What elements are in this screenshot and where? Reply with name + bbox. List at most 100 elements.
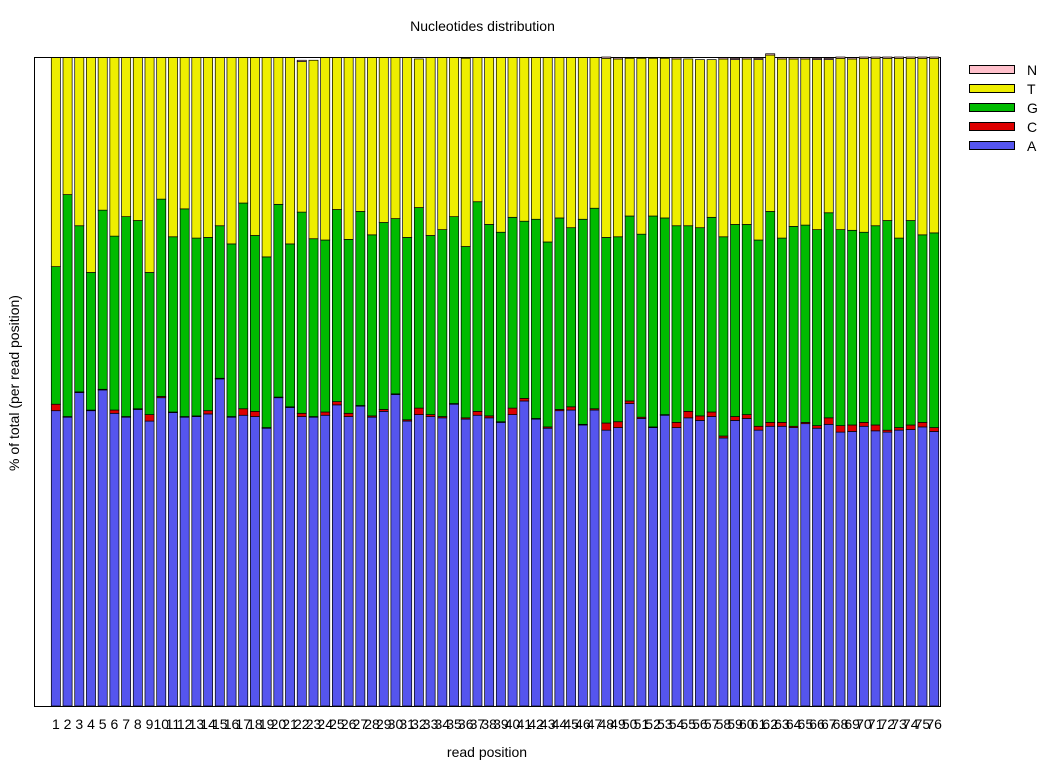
x-tick-label-74: 74 [903, 716, 919, 732]
bar-segment-g-pos-74 [905, 220, 916, 426]
bar-segment-g-pos-35 [449, 216, 459, 404]
bar-segment-t-pos-53 [659, 57, 670, 219]
x-tick-label-42: 42 [528, 716, 544, 732]
bar-segment-a-pos-55 [683, 417, 694, 707]
bar-segment-c-pos-45 [566, 406, 577, 411]
bar-segment-t-pos-76 [929, 57, 940, 234]
x-tick-label-69: 69 [844, 716, 860, 732]
x-tick-label-67: 67 [821, 716, 837, 732]
x-tick-label-7: 7 [122, 716, 130, 732]
bar-segment-a-pos-23 [308, 416, 319, 707]
bar-segment-t-pos-32 [413, 58, 424, 208]
bar-segment-a-pos-3 [74, 392, 85, 707]
bar-segment-a-pos-49 [613, 427, 623, 707]
bar-segment-c-pos-6 [109, 409, 120, 414]
bar-segment-a-pos-76 [929, 431, 940, 707]
bar-segment-n-pos-59 [730, 57, 740, 60]
bar-segment-g-pos-56 [695, 227, 705, 417]
bar-segment-t-pos-64 [788, 58, 799, 227]
legend-label-n: N [1027, 61, 1038, 78]
bar-segment-a-pos-68 [835, 431, 846, 707]
x-tick-label-29: 29 [376, 716, 392, 732]
bar-segment-t-pos-5 [97, 57, 108, 211]
bar-segment-a-pos-16 [226, 416, 237, 707]
bar-segment-c-pos-60 [741, 414, 752, 419]
x-tick-label-14: 14 [200, 716, 216, 732]
bar-segment-a-pos-10 [156, 397, 167, 707]
bar-segment-a-pos-4 [86, 410, 96, 707]
x-tick-label-57: 57 [704, 716, 720, 732]
x-tick-label-63: 63 [774, 716, 790, 732]
x-tick-label-76: 76 [926, 716, 942, 732]
bar-segment-g-pos-1 [50, 266, 61, 405]
bar-segment-a-pos-54 [671, 427, 682, 707]
x-tick-label-52: 52 [645, 716, 661, 732]
bar-segment-a-pos-28 [367, 416, 377, 707]
legend-item-n: N [969, 60, 1038, 79]
bar-segment-g-pos-39 [495, 231, 506, 423]
bar-segment-t-pos-23 [308, 59, 319, 240]
bar-segment-t-pos-7 [121, 57, 132, 218]
bar-segment-a-pos-50 [624, 403, 635, 707]
bar-segment-c-pos-76 [929, 427, 940, 432]
bar-segment-n-pos-48 [601, 56, 612, 59]
bar-segment-g-pos-75 [917, 234, 928, 423]
bar-segment-a-pos-43 [542, 427, 553, 707]
bar-segment-n-pos-66 [812, 57, 822, 60]
bar-segment-t-pos-28 [367, 57, 377, 236]
chart-title: Nucleotides distribution [410, 18, 555, 34]
bar-segment-c-pos-67 [823, 417, 834, 425]
x-tick-label-26: 26 [341, 716, 357, 732]
bar-segment-a-pos-31 [402, 420, 413, 707]
bar-segment-t-pos-75 [917, 57, 928, 236]
x-tick-label-34: 34 [435, 716, 451, 732]
x-tick-label-13: 13 [189, 716, 205, 732]
bar-segment-g-pos-8 [132, 220, 143, 410]
x-axis-label: read position [446, 744, 528, 760]
bar-segment-t-pos-68 [835, 57, 846, 230]
bar-segment-c-pos-14 [203, 410, 214, 415]
bar-segment-g-pos-58 [718, 236, 729, 437]
bar-segment-a-pos-13 [191, 416, 202, 707]
bar-segment-c-pos-57 [706, 411, 717, 417]
bar-segment-n-pos-22 [296, 59, 307, 62]
x-tick-label-38: 38 [481, 716, 497, 732]
bar-segment-a-pos-75 [917, 426, 928, 707]
legend-label-a: A [1027, 137, 1037, 154]
bar-segment-n-pos-76 [929, 56, 940, 59]
bar-segment-g-pos-70 [858, 231, 869, 423]
x-tick-label-54: 54 [669, 716, 685, 732]
bar-segment-a-pos-33 [425, 416, 436, 707]
x-tick-label-66: 66 [809, 716, 825, 732]
bar-segment-g-pos-72 [882, 220, 893, 431]
bar-segment-a-pos-29 [378, 411, 389, 707]
x-tick-label-20: 20 [271, 716, 287, 732]
bar-segment-n-pos-68 [835, 56, 846, 59]
bar-segment-a-pos-32 [413, 414, 424, 707]
bar-segment-c-pos-1 [50, 403, 61, 412]
bar-segment-c-pos-63 [776, 422, 787, 427]
x-tick-label-11: 11 [166, 716, 181, 732]
x-tick-label-10: 10 [153, 716, 169, 732]
bar-segment-g-pos-7 [121, 216, 132, 417]
bar-segment-t-pos-47 [589, 57, 600, 209]
bar-segment-g-pos-66 [812, 229, 822, 426]
bar-segment-g-pos-64 [788, 226, 799, 427]
bar-segment-t-pos-10 [156, 57, 167, 200]
bar-segment-t-pos-12 [179, 57, 190, 210]
bar-segment-t-pos-30 [390, 57, 401, 219]
bar-segment-t-pos-35 [449, 57, 459, 218]
bar-segment-g-pos-4 [86, 272, 96, 411]
bar-segment-a-pos-66 [812, 427, 822, 707]
bar-segment-a-pos-48 [601, 429, 612, 707]
bar-segment-g-pos-16 [226, 243, 237, 417]
legend-swatch-n [969, 65, 1015, 74]
bar-segment-t-pos-40 [507, 57, 518, 218]
bar-segment-g-pos-37 [472, 201, 483, 412]
bar-segment-g-pos-13 [191, 237, 202, 417]
bar-segment-g-pos-28 [367, 234, 377, 417]
bar-segment-g-pos-31 [402, 237, 413, 421]
bar-segment-a-pos-20 [273, 397, 284, 707]
bar-segment-a-pos-72 [882, 431, 893, 707]
